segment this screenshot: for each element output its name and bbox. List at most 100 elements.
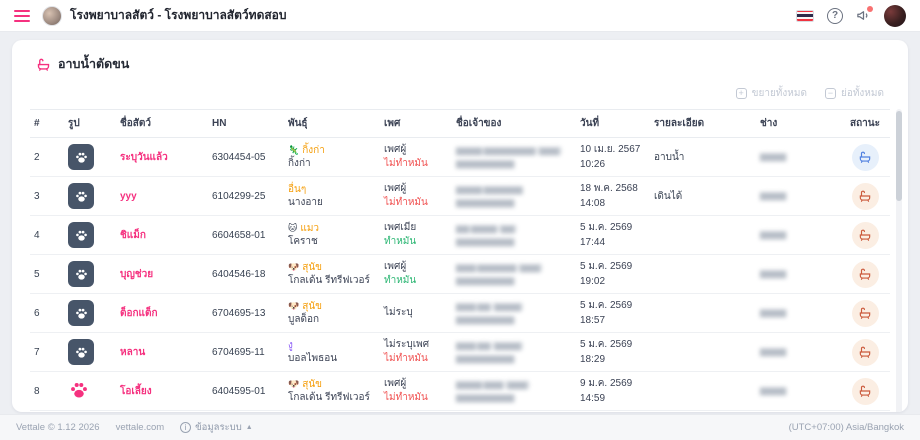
cell-owner: ▆▆▆▆ ▆▆▆▆▆▆▆▆ (▆▆▆) ▆▆▆▆▆▆▆▆▆ <box>452 137 576 177</box>
column-header-9: ช่าง <box>756 109 840 138</box>
cell-groomer: ▆▆▆▆ <box>756 410 840 412</box>
cell-photo <box>64 332 116 372</box>
page-title: อาบน้ำตัดขน <box>58 57 130 71</box>
user-avatar[interactable] <box>884 4 906 27</box>
species-emoji: 🐶 <box>288 301 300 312</box>
sex-label: เพศเมีย <box>384 221 417 233</box>
cell-index: 4 <box>30 215 64 255</box>
cell-groomer: ▆▆▆▆ <box>756 176 840 216</box>
cell-photo <box>64 410 116 412</box>
grooming-status-button[interactable] <box>851 221 879 249</box>
table-scrollbar[interactable] <box>896 109 902 412</box>
cell-status <box>840 137 890 177</box>
sex-label: ไม่ระบุเพศ <box>384 338 430 350</box>
table-row: 7 หลาน 6704695-11 งู บอลไพธอน ไม่ระบุเพศ… <box>30 332 890 372</box>
breed-label: บูลด็อก <box>288 314 320 325</box>
neuter-status: ทำหมัน <box>384 275 417 287</box>
species-label: อื่นๆ <box>288 183 307 195</box>
footer: Vettale © 1.12 2026 vettale.com i ข้อมูล… <box>0 414 920 440</box>
cell-detail <box>650 410 756 412</box>
cell-status <box>840 176 890 216</box>
expand-all-button[interactable]: + ขยายทั้งหมด <box>735 86 807 101</box>
paw-icon <box>75 269 87 280</box>
owner-name-redacted: ▆▆ ▆▆▆▆ (▆▆) <box>456 222 517 233</box>
cell-photo <box>64 371 116 411</box>
cell-owner: ▆▆▆ ▆▆▆▆▆▆ (▆▆▆) ▆▆▆▆▆▆▆▆▆ <box>452 254 576 294</box>
column-header-0: # <box>30 109 64 138</box>
cell-detail: เดินได้ <box>650 176 756 216</box>
cell-breed: อื่นๆ นางอาย <box>284 176 380 216</box>
grooming-status-button[interactable] <box>851 338 879 366</box>
groomer-redacted: ▆▆▆▆ <box>760 346 786 357</box>
scrollbar-thumb[interactable] <box>896 111 902 201</box>
date-label: 5 ม.ค. 2569 <box>580 222 633 233</box>
pet-photo-placeholder <box>68 379 90 401</box>
time-label: 14:08 <box>580 198 606 209</box>
cell-detail: อาบน้ำ <box>650 137 756 177</box>
column-header-2: ชื่อสัตว์ <box>116 109 208 138</box>
cell-groomer: ▆▆▆▆ <box>756 332 840 372</box>
pet-name-link[interactable]: ต็อกแต็ก <box>120 307 158 319</box>
cell-detail <box>650 371 756 411</box>
owner-phone-redacted: ▆▆▆▆▆▆▆▆▆ <box>456 158 514 168</box>
owner-name-redacted: ▆▆▆ ▆▆ (▆▆▆▆) <box>456 339 523 350</box>
species-label: แมว <box>300 222 320 234</box>
cell-date: 5 ม.ค. 2569 19:02 <box>576 254 650 294</box>
cell-hn: 6704695-13 <box>208 293 284 333</box>
pet-name-link[interactable]: โอเลี้ยง <box>120 385 152 397</box>
cell-breed: 🦎 กิ้งก่า กิ้งก่า <box>284 137 380 177</box>
grooming-status-button[interactable] <box>851 377 879 405</box>
top-header: โรงพยาบาลสัตว์ - โรงพยาบาลสัตว์ทดสอบ ? <box>0 0 920 32</box>
date-label: 18 พ.ค. 2568 <box>580 183 638 194</box>
sex-label: เพศผู้ <box>384 143 407 155</box>
app-title: โรงพยาบาลสัตว์ - โรงพยาบาลสัตว์ทดสอบ <box>70 8 287 22</box>
column-header-3: HN <box>208 109 284 138</box>
cell-date: 22 ม.ค. 2569 10:38 <box>576 410 650 412</box>
cell-sex: เพศผู้ ไม่ทำหมัน <box>380 137 452 177</box>
language-flag-icon[interactable] <box>796 9 814 22</box>
grooming-status-button[interactable] <box>851 182 879 210</box>
column-header-1: รูป <box>64 109 116 138</box>
table-row: 4 ชิแม็ก 6604658-01 🐱 แมว โคราช เพศเมีย ท… <box>30 215 890 255</box>
pet-photo-placeholder <box>68 222 94 248</box>
footer-site-link[interactable]: vettale.com <box>115 422 165 433</box>
pet-name-link[interactable]: yyy <box>120 190 137 202</box>
species-label: กิ้งก่า <box>302 144 325 156</box>
cell-breed: 🐱แมว Ocicat_ทดสอบชื่อยาวมากกกกกกกกกกกกกก… <box>284 410 380 412</box>
help-icon[interactable]: ? <box>827 7 843 24</box>
owner-phone-redacted: ▆▆▆▆▆▆▆▆▆ <box>456 236 514 246</box>
column-header-10: สถานะ <box>840 109 890 138</box>
menu-icon[interactable] <box>14 9 30 22</box>
paw-icon <box>75 191 87 202</box>
time-label: 10:26 <box>580 159 606 170</box>
cell-groomer: ▆▆▆▆ <box>756 293 840 333</box>
cell-sex: เพศผู้ ทำหมัน <box>380 254 452 294</box>
table-row: 2 ระบุวันแล้ว 6304454-05 🦎 กิ้งก่า กิ้งก่… <box>30 137 890 177</box>
announcement-icon[interactable] <box>856 6 873 23</box>
grooming-status-button[interactable] <box>851 260 879 288</box>
collapse-all-button[interactable]: − ย่อทั้งหมด <box>824 86 884 101</box>
cell-owner: ▆▆▆ ▆▆ (▆▆▆▆) ▆▆▆▆▆▆▆▆▆ <box>452 293 576 333</box>
system-info-button[interactable]: i ข้อมูลระบบ ▲ <box>180 420 253 435</box>
table-header-row: # รูป ชื่อสัตว์ HN พันธุ์ เพศ ชื่อเจ้าของ วันที… <box>30 109 890 138</box>
time-label: 18:29 <box>580 354 606 365</box>
pet-name-link[interactable]: ระบุวันแล้ว <box>120 151 168 163</box>
cell-owner: ▆▆▆ ▆▆ (▆▆▆▆) ▆▆▆▆▆▆▆▆▆ <box>452 332 576 372</box>
species-label: สุนัข <box>302 378 322 390</box>
breed-label: โกลเด้น รีทรีฟเวอร์ <box>288 275 370 286</box>
pet-photo-placeholder <box>68 183 94 209</box>
grooming-status-button[interactable] <box>851 143 879 171</box>
sex-label: ไม่ระบุ <box>384 307 413 319</box>
neuter-status: ไม่ทำหมัน <box>384 158 428 170</box>
column-header-6: ชื่อเจ้าของ <box>452 109 576 138</box>
owner-name-redacted: ▆▆▆ ▆▆▆▆▆▆ (▆▆▆) <box>456 261 543 272</box>
species-label: งู <box>288 339 293 351</box>
cell-owner: ▆▆▆▆ ▆▆▆ (▆▆▆) ▆▆▆▆▆▆▆▆▆ <box>452 371 576 411</box>
cell-pet-name: มูชู <box>116 410 208 412</box>
pet-name-link[interactable]: บุญช่วย <box>120 268 154 280</box>
owner-name-redacted: ▆▆▆▆ ▆▆▆▆▆▆ <box>456 183 523 194</box>
grooming-status-button[interactable] <box>851 299 879 327</box>
column-header-7: วันที่ <box>576 109 650 138</box>
pet-name-link[interactable]: หลาน <box>120 346 146 358</box>
pet-name-link[interactable]: ชิแม็ก <box>120 229 146 241</box>
